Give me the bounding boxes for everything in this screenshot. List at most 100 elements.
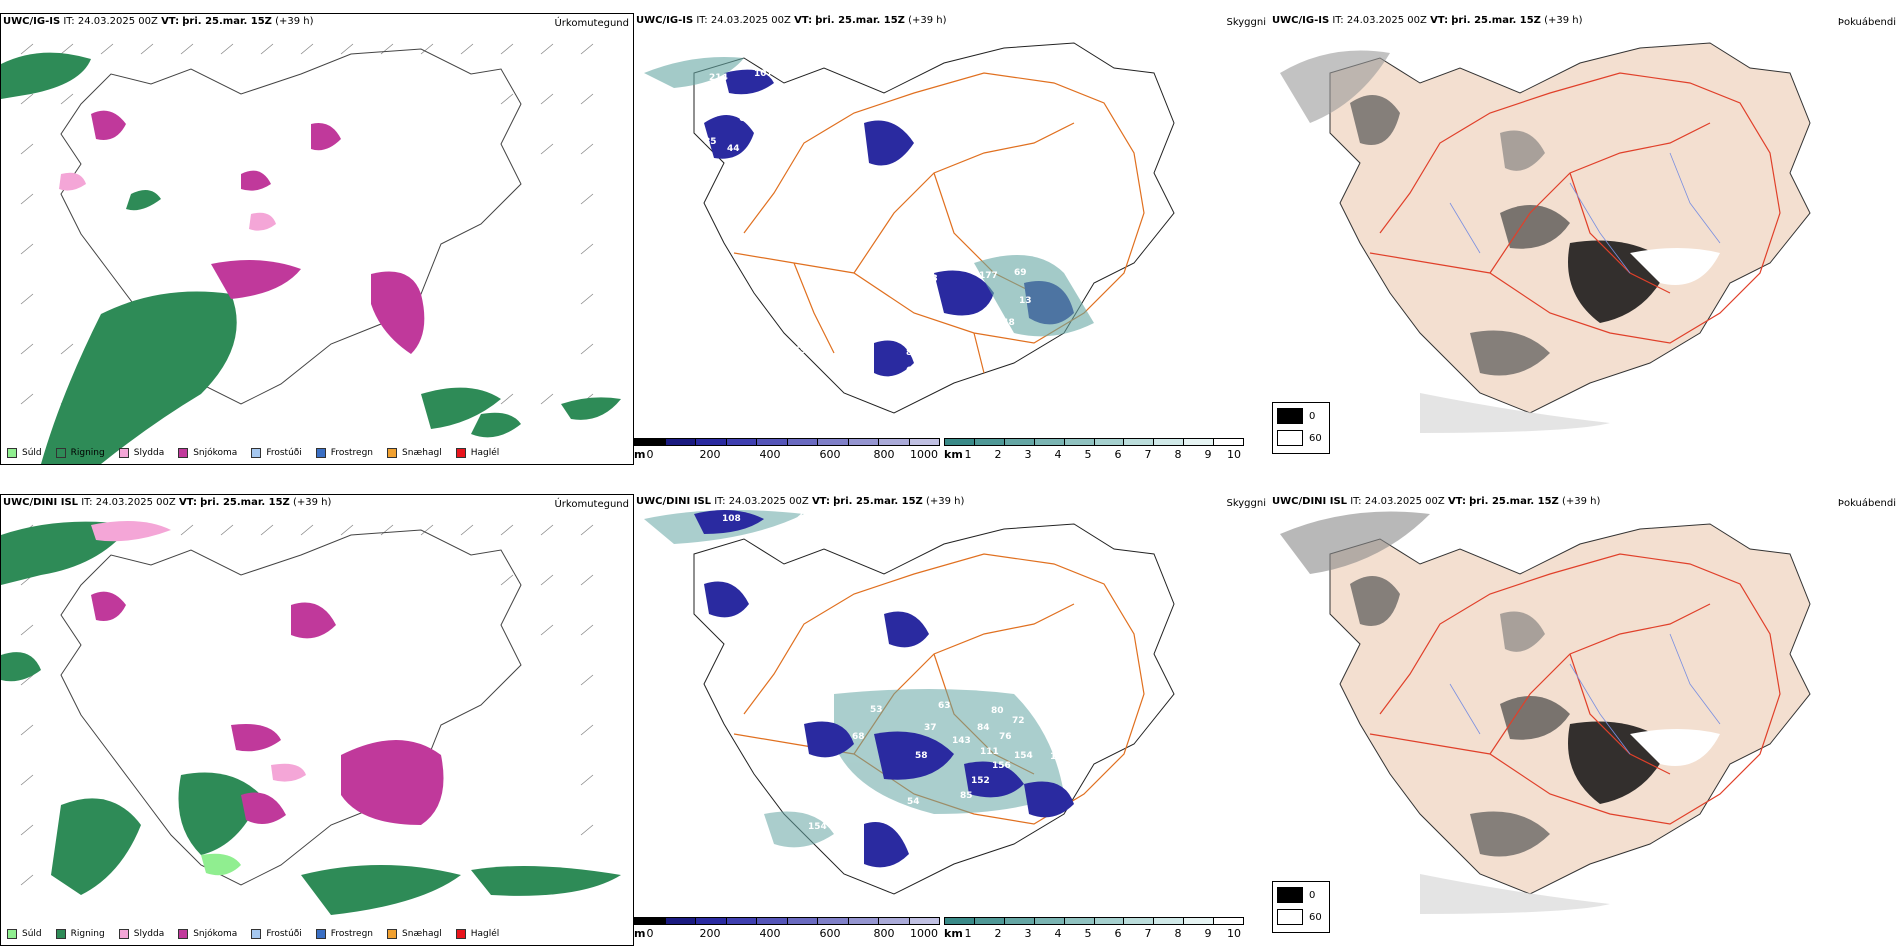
legend-label: Frostregn (330, 448, 374, 458)
legend-label: Frostúði (266, 929, 302, 939)
visibility-tick: 1 (964, 448, 972, 461)
legend-swatch (455, 929, 466, 939)
ceiling-value: 71 (772, 96, 785, 106)
ceiling-value: 66 (774, 539, 787, 549)
ceiling-value: 70 (929, 144, 942, 154)
visibility-tick: 6 (1114, 448, 1122, 461)
vt-value: þri. 25.mar. 15Z (182, 16, 272, 27)
legend-label: Snjókoma (193, 448, 238, 458)
ceiling-tick: 600 (819, 927, 841, 940)
ceiling-value: 76 (999, 732, 1012, 742)
ceiling-value: 177 (979, 271, 998, 281)
model-name: UWC/DINI ISL (636, 496, 712, 507)
iceland-landmass (1329, 42, 1811, 414)
ceiling-tick: 600 (819, 448, 841, 461)
ceiling-value: 69 (1014, 268, 1027, 278)
ceiling-value: 81 (774, 146, 787, 156)
vt-label: VT: (794, 15, 813, 26)
snow-areas (91, 110, 425, 354)
panel-type-label: Þokuábendi (1837, 17, 1896, 28)
iceland-landmass (1329, 523, 1811, 895)
ceiling-tick: 0 (646, 927, 654, 940)
ceiling-value: 156 (992, 761, 1011, 771)
ceiling-value: 85 (704, 137, 717, 147)
legend-label: Frostúði (266, 448, 302, 458)
legend-item: Slydda (118, 929, 164, 939)
legend-item: Súld (7, 448, 42, 458)
panel-type-label: Skyggni (1226, 17, 1266, 28)
ceiling-value: 102 (939, 622, 958, 632)
it-value: 24.03.2025 00Z (728, 496, 809, 507)
ceiling-value: 148 (996, 318, 1015, 328)
panel-header: UWC/IG-IS IT: 24.03.2025 00Z VT: þri. 25… (636, 15, 947, 26)
it-value: 24.03.2025 00Z (77, 16, 158, 27)
ceiling-value: 64 (739, 114, 752, 124)
wind-barbs (20, 43, 594, 405)
precip-map (1, 43, 621, 464)
ceiling-value: 152 (971, 776, 990, 786)
legend-item: Haglél (455, 448, 499, 458)
vt-value: þri. 25.mar. 15Z (1469, 496, 1559, 507)
it-label: IT: (714, 496, 726, 507)
ceiling-map: 108 158 244 66 72 137 85 57 73 102 140 5… (644, 501, 1175, 895)
legend-item: Snjókoma (178, 448, 237, 458)
legend-item: Súld (7, 929, 42, 939)
ceiling-value: 72 (794, 191, 807, 201)
lead-time: (+39 h) (292, 497, 332, 508)
ceiling-value: 46 (907, 841, 920, 851)
fog-legend-label: 0 (1309, 889, 1316, 901)
ceiling-value: 73 (937, 597, 950, 607)
fog-legend-row: 60 (1277, 909, 1322, 925)
model-name: UWC/IG-IS (636, 15, 694, 26)
ceiling-value: 76 (1060, 774, 1073, 784)
legend-swatch (178, 448, 189, 458)
ceiling-value: 80 (991, 706, 1004, 716)
fog-legend-swatch (1277, 887, 1303, 903)
panel-type-label: Úrkomutegund (554, 18, 629, 29)
vt-label: VT: (1430, 15, 1449, 26)
fog-legend-row: 60 (1277, 430, 1322, 446)
ceiling-value: 53 (870, 705, 883, 715)
it-label: IT: (1350, 496, 1362, 507)
legend-label: Rigning (70, 448, 105, 458)
precip-legend: Súld Rigning Slydda Snjókoma Frostúði Fr… (7, 448, 499, 458)
ceiling-tick: 400 (759, 927, 781, 940)
legend-item: Frostregn (315, 929, 373, 939)
fog-legend-label: 0 (1309, 410, 1316, 422)
vt-label: VT: (811, 496, 830, 507)
model-name: UWC/DINI ISL (3, 497, 79, 508)
it-value: 24.03.2025 00Z (1364, 496, 1445, 507)
visibility-colorbar: km 1 2 3 4 5 6 7 8 9 10 (944, 438, 1244, 462)
ceiling-colorbar: m 0 200 400 600 800 1000 (634, 438, 940, 462)
vt-value: þri. 25.mar. 15Z (833, 496, 923, 507)
visibility-tick: 8 (1174, 448, 1182, 461)
visibility-tick: 6 (1114, 927, 1122, 940)
fog-legend-row: 0 (1277, 887, 1315, 903)
ceiling-value: 58 (915, 751, 928, 761)
visibility-bar (944, 917, 1244, 925)
visibility-bar (944, 438, 1244, 446)
ceiling-value: 44 (727, 144, 740, 154)
ceiling-tick: 800 (873, 927, 895, 940)
fog-index-panel-top: UWC/IG-IS IT: 24.03.2025 00Z VT: þri. 25… (1270, 13, 1900, 465)
fog-legend-swatch (1277, 909, 1303, 925)
ceiling-value: 43 (1064, 334, 1077, 344)
rivers (1449, 633, 1721, 755)
it-label: IT: (1332, 15, 1344, 26)
ceiling-areas (694, 510, 1074, 868)
ceiling-value: 108 (722, 514, 741, 524)
fog-legend-label: 60 (1309, 432, 1322, 444)
fog-shading (1280, 511, 1720, 914)
rivers (1449, 152, 1721, 274)
visibility-tick: 9 (1204, 927, 1212, 940)
fog-legend-swatch (1277, 408, 1303, 424)
precip-type-panel-top: UWC/IG-IS IT: 24.03.2025 00Z VT: þri. 25… (0, 13, 634, 465)
it-label: IT: (696, 15, 708, 26)
visibility-tick: 3 (1024, 927, 1032, 940)
ceiling-value: 85 (776, 587, 789, 597)
legend-swatch (251, 929, 262, 939)
panel-header: UWC/DINI ISL IT: 24.03.2025 00Z VT: þri.… (636, 496, 964, 507)
ceiling-tick: 1000 (910, 448, 938, 461)
ceiling-value: 37 (924, 723, 937, 733)
ceiling-tick: 200 (699, 448, 721, 461)
